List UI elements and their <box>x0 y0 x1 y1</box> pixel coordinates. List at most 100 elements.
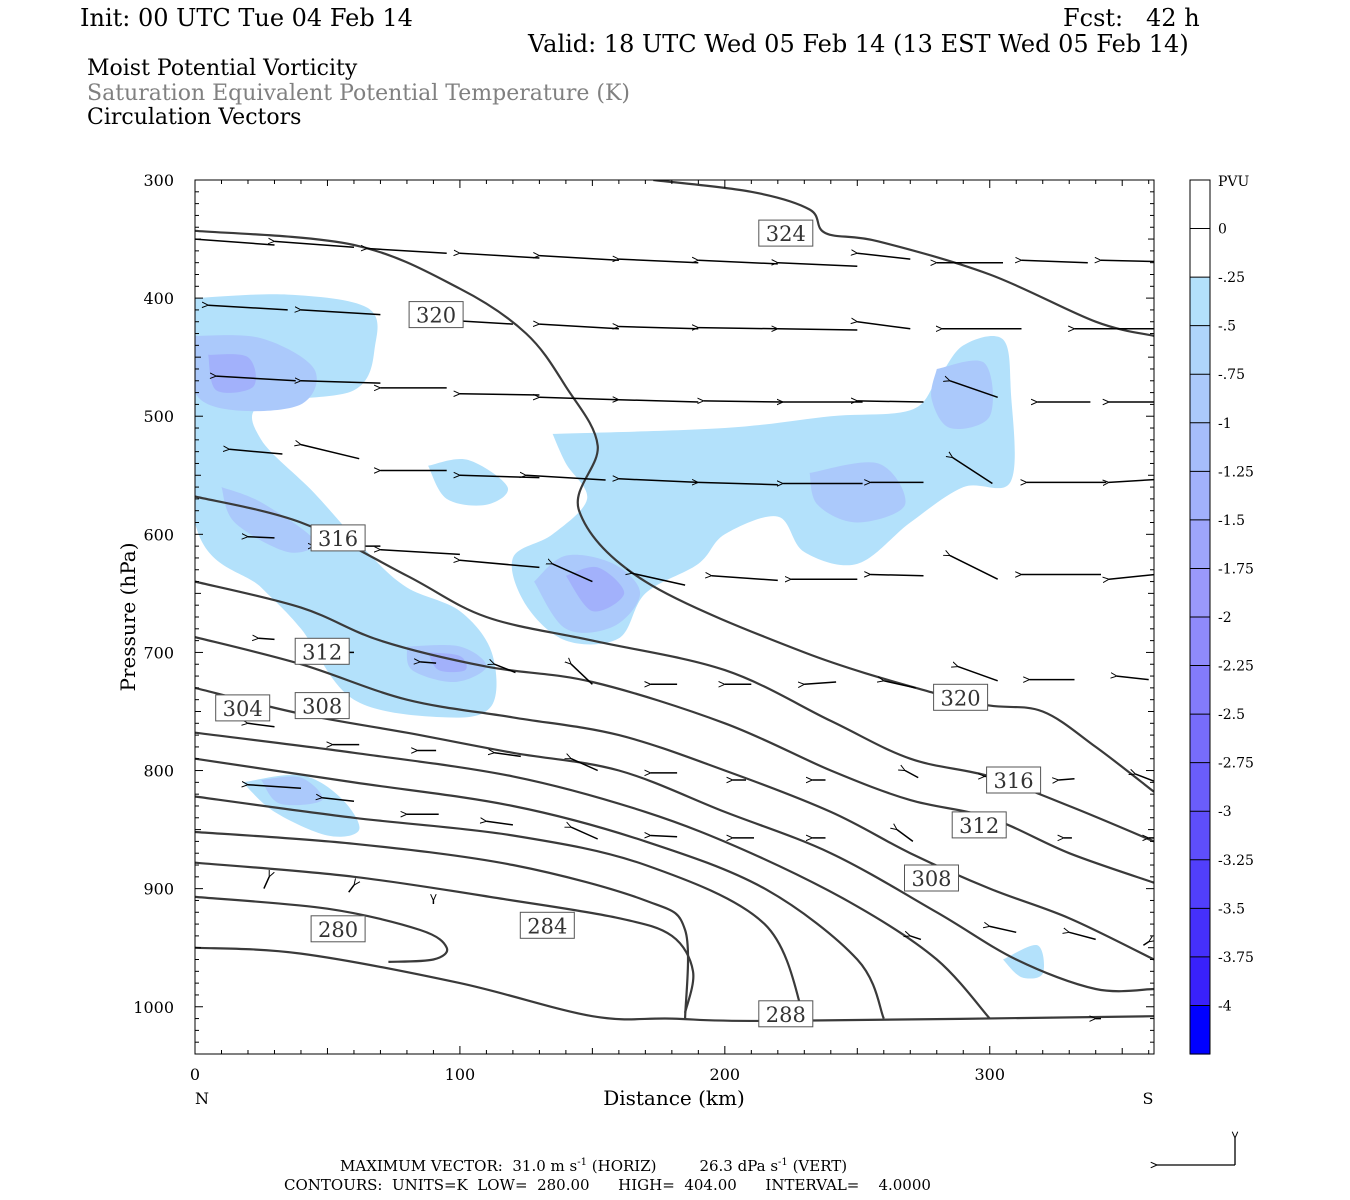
x-axis-label: Distance (km) <box>603 1086 745 1110</box>
contour-label: 312 <box>959 814 999 838</box>
circulation-vector <box>571 759 599 772</box>
circulation-vector <box>460 253 540 259</box>
circulation-vector <box>216 376 296 382</box>
circulation-vector <box>539 397 619 401</box>
x-tick-label: 300 <box>974 1065 1005 1084</box>
colorbar-swatch <box>1190 325 1210 375</box>
circulation-vector <box>494 664 516 674</box>
circulation-vector <box>897 830 914 843</box>
circulation-vector <box>248 537 275 538</box>
circulation-vector <box>632 573 686 586</box>
circulation-vector <box>1109 478 1154 483</box>
init-time: Init: 00 UTC Tue 04 Feb 14 <box>80 4 413 32</box>
circulation-vector <box>571 827 599 840</box>
y-axis-label: Pressure (hPa) <box>116 543 140 692</box>
circulation-vector <box>208 305 288 311</box>
mpv-region <box>221 487 315 553</box>
contour-info: CONTOURS: UNITS=K LOW= 280.00 HIGH= 404.… <box>284 1176 931 1194</box>
circulation-vector <box>619 479 699 484</box>
forecast-hour: Fcst: 42 h <box>1063 4 1200 32</box>
circulation-vector <box>301 445 360 460</box>
circulation-vector <box>229 449 283 455</box>
colorbar-swatch <box>1190 714 1210 764</box>
circulation-vector <box>1117 676 1149 681</box>
contour-label-box <box>294 692 350 720</box>
x-end-label-north: N <box>195 1089 209 1108</box>
contour-label-box <box>758 219 814 247</box>
x-end-label-south: S <box>1143 1089 1154 1108</box>
y-tick-label: 600 <box>143 525 174 544</box>
circulation-vector <box>301 310 381 316</box>
mpv-region <box>809 462 906 523</box>
theta-e-contour-line <box>195 795 806 1020</box>
contour-label-box <box>519 911 575 939</box>
colorbar-swatch <box>1190 617 1210 667</box>
circulation-vector <box>259 638 275 639</box>
y-tick-label: 700 <box>143 643 174 662</box>
circulation-vector <box>571 664 593 685</box>
theta-e-contour-line <box>195 861 695 1013</box>
circulation-vector <box>539 256 619 262</box>
circulation-vector <box>905 771 919 779</box>
max-vector-horiz: 31.0 m s <box>512 1157 578 1175</box>
circulation-vector <box>275 241 355 249</box>
contour-label-box <box>294 637 350 665</box>
circulation-vector <box>712 576 778 582</box>
contour-label: 316 <box>994 769 1034 793</box>
circulation-vector <box>651 836 678 837</box>
contour-labels: 324 320 316 312 308 304 320 316 312 308 280 284 288 <box>215 219 1042 1028</box>
circulation-vector <box>698 260 778 265</box>
colorbar-label: -3.25 <box>1218 853 1254 869</box>
axes: 0 100 200 300 300 400 500 600 700 800 900 1000 <box>133 171 1154 1084</box>
circulation-vector <box>698 482 778 484</box>
contour-label-box <box>758 1000 814 1028</box>
contour-label-box <box>310 524 366 552</box>
circulation-vector <box>1069 932 1096 941</box>
circulation-vector <box>910 936 922 941</box>
theta-e-contour-line <box>195 895 449 963</box>
circulation-vector <box>884 681 916 689</box>
circulation-vector <box>857 253 911 260</box>
circulation-vector <box>1022 260 1088 264</box>
contour-label: 320 <box>941 686 981 710</box>
colorbar-swatch <box>1190 859 1210 909</box>
colorbar-swatch <box>1190 568 1210 618</box>
x-tick-label: 0 <box>190 1065 200 1084</box>
circulation-vector <box>494 753 521 758</box>
theta-e-contours <box>195 180 1154 1023</box>
contour-label-box <box>933 683 989 711</box>
field-name-vectors: Circulation Vectors <box>87 105 302 130</box>
contour-label: 316 <box>318 527 358 551</box>
valid-time: Valid: 18 UTC Wed 05 Feb 14 (13 EST Wed … <box>528 30 1189 58</box>
circulation-vector <box>367 249 447 254</box>
colorbar-label: -.5 <box>1218 319 1236 335</box>
max-vector-vert-exponent: -1 <box>778 1157 788 1168</box>
max-vector-vert-tag: (VERT) <box>792 1157 848 1175</box>
max-vector-label: MAXIMUM VECTOR: <box>340 1157 503 1175</box>
circulation-vector <box>619 259 699 264</box>
contour-label: 320 <box>416 304 456 328</box>
colorbar-label: -2.75 <box>1218 756 1254 772</box>
circulation-vector <box>553 564 593 583</box>
colorbar-swatch <box>1190 180 1210 230</box>
circulation-vector <box>778 329 858 330</box>
colorbar-label: -1 <box>1218 416 1232 432</box>
circulation-vector <box>248 723 275 728</box>
contour-label-box <box>951 811 1007 839</box>
circulation-vector <box>526 475 606 481</box>
contour-label-box <box>310 915 366 943</box>
max-vector-horiz-tag: (HORIZ) <box>591 1157 657 1175</box>
colorbar-label: -1.25 <box>1218 464 1254 480</box>
colorbar-label: -.25 <box>1218 270 1245 286</box>
mpv-region <box>261 776 323 806</box>
theta-e-contour-line <box>195 830 690 1019</box>
contour-label-box <box>408 301 464 329</box>
circulation-vectors <box>195 239 1154 1019</box>
theta-e-contour-line <box>195 229 1154 793</box>
max-vector-line: MAXIMUM VECTOR: 31.0 m s-1 (HORIZ) 26.3 … <box>340 1157 847 1175</box>
circulation-vector <box>950 556 999 580</box>
circulation-vector <box>1109 573 1154 579</box>
y-tick-label: 800 <box>143 762 174 781</box>
circulation-vector <box>1101 260 1154 261</box>
